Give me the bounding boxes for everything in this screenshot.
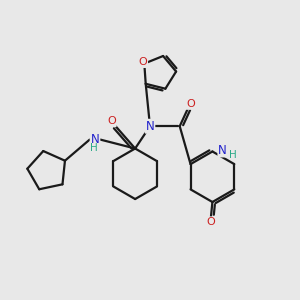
Text: O: O [107,116,116,126]
Text: O: O [187,99,195,109]
Text: H: H [90,143,98,153]
Text: O: O [138,57,147,67]
Text: O: O [207,217,215,227]
Text: N: N [91,133,99,146]
Text: N: N [218,143,227,157]
Text: H: H [229,150,236,160]
Text: N: N [146,120,154,133]
